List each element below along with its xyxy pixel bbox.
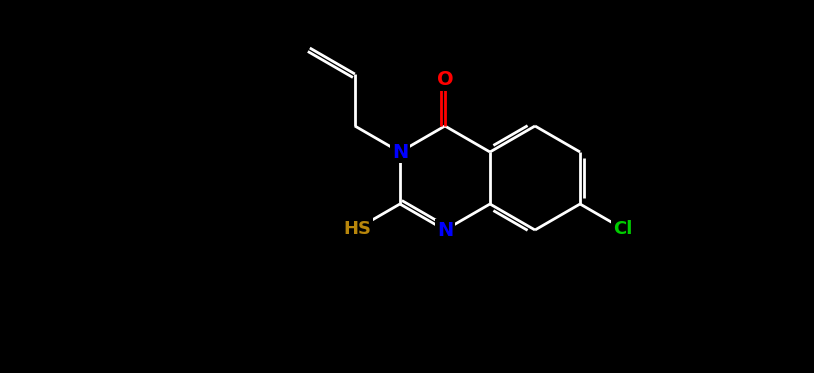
Text: N: N xyxy=(437,220,453,239)
Text: Cl: Cl xyxy=(613,220,632,238)
Text: HS: HS xyxy=(344,220,371,238)
Text: O: O xyxy=(436,70,453,89)
Text: N: N xyxy=(392,142,408,162)
